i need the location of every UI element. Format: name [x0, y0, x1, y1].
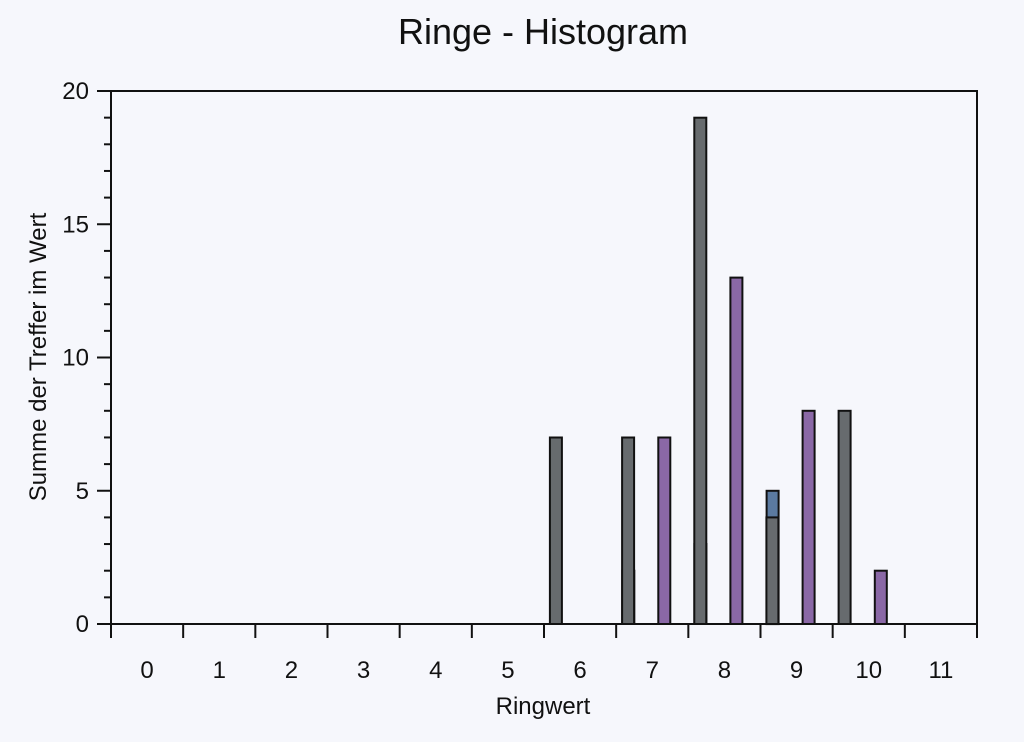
x-tick-label: 10	[855, 657, 882, 684]
x-tick-label: 0	[140, 657, 153, 684]
y-tick-label: 0	[76, 611, 89, 638]
plot-area: 0 5 10 15 20 0 1 2 3 4 5 6 7 8 9 10 11	[62, 78, 978, 684]
bar	[729, 276, 744, 625]
bar	[801, 409, 816, 625]
bar	[837, 409, 852, 625]
y-tick-label: 15	[62, 211, 89, 238]
x-tick-label: 7	[646, 657, 659, 684]
y-axis-label: Summe der Treffer im Wert	[25, 212, 52, 501]
bar	[621, 436, 636, 625]
y-tick-label: 10	[62, 345, 89, 372]
x-axis-label: Ringwert	[496, 693, 591, 720]
y-tick-label: 5	[76, 478, 89, 505]
x-tick-label: 9	[790, 657, 803, 684]
bar	[657, 436, 672, 625]
x-tick-label: 11	[928, 657, 953, 684]
y-tick-label: 20	[62, 78, 89, 105]
bar	[765, 516, 780, 626]
chart-title: Ringe - Histogram	[398, 11, 688, 52]
x-tick-label: 4	[429, 657, 442, 684]
x-tick-label: 5	[501, 657, 514, 684]
x-tick-label: 2	[285, 657, 298, 684]
x-tick-label: 1	[213, 657, 226, 684]
x-tick-label: 6	[573, 657, 586, 684]
bar	[693, 116, 708, 625]
bar	[548, 436, 563, 625]
bar	[873, 569, 888, 626]
x-tick-label: 3	[357, 657, 370, 684]
x-tick-label: 8	[718, 657, 731, 684]
